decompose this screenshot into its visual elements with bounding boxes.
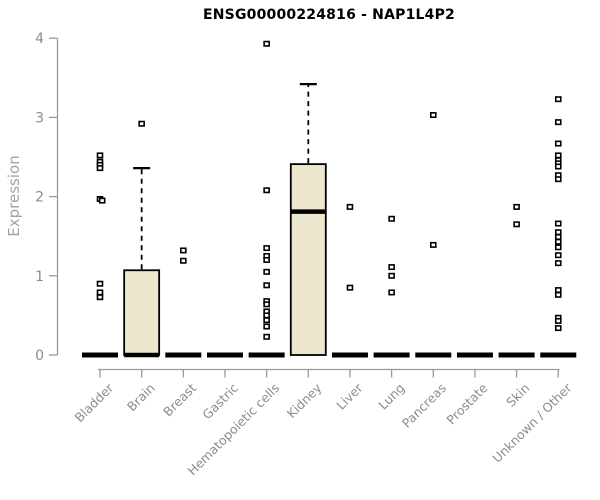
- data-point: [263, 187, 270, 194]
- collapsed-box: [456, 352, 493, 358]
- data-point: [180, 247, 187, 254]
- data-point: [263, 301, 270, 308]
- data-point: [513, 221, 520, 228]
- data-point: [554, 220, 562, 227]
- data-point: [388, 215, 395, 222]
- box: [289, 163, 327, 356]
- data-point: [138, 120, 145, 127]
- data-point: [554, 152, 562, 159]
- data-point: [346, 284, 354, 291]
- data-point: [554, 325, 562, 332]
- y-tick-label: 1: [35, 269, 44, 285]
- data-point: [554, 287, 562, 294]
- data-point: [554, 260, 562, 267]
- data-point: [263, 317, 270, 324]
- collapsed-box: [165, 352, 202, 358]
- y-tick-label: 4: [35, 31, 44, 47]
- data-point: [388, 289, 395, 296]
- data-point: [263, 268, 270, 275]
- data-point: [554, 252, 562, 259]
- collapsed-box: [82, 352, 118, 358]
- data-point: [96, 152, 104, 159]
- data-point: [554, 244, 562, 251]
- collapsed-box: [206, 352, 243, 358]
- data-point: [554, 317, 562, 324]
- data-point: [554, 176, 562, 183]
- collapsed-box: [331, 352, 368, 358]
- box: [123, 269, 161, 356]
- data-point: [263, 282, 270, 289]
- data-point: [554, 238, 562, 245]
- y-tick-label: 0: [35, 348, 44, 364]
- collapsed-box: [540, 352, 577, 358]
- data-point: [263, 245, 270, 252]
- data-point: [96, 294, 104, 301]
- data-point: [96, 289, 104, 296]
- data-point: [96, 280, 104, 287]
- data-point: [513, 203, 520, 210]
- data-point: [263, 333, 270, 340]
- collapsed-box: [248, 352, 285, 358]
- data-point: [180, 257, 187, 264]
- data-point: [554, 291, 562, 298]
- data-point: [346, 203, 354, 210]
- data-point: [388, 264, 395, 271]
- data-point: [96, 165, 104, 172]
- y-tick-label: 2: [35, 190, 44, 206]
- data-point: [554, 140, 562, 147]
- data-point: [388, 272, 395, 279]
- chart-title: ENSG00000224816 - NAP1L4P2: [203, 7, 455, 23]
- data-point: [263, 256, 270, 263]
- data-point: [263, 40, 270, 47]
- y-tick-label: 3: [35, 110, 44, 126]
- data-point: [429, 241, 437, 248]
- data-point: [554, 163, 562, 170]
- data-point: [554, 119, 562, 126]
- collapsed-box: [498, 352, 535, 358]
- data-point: [263, 323, 270, 330]
- data-point: [554, 233, 562, 240]
- data-point: [98, 197, 106, 204]
- data-point: [554, 96, 562, 103]
- data-point: [429, 112, 437, 119]
- collapsed-box: [415, 352, 452, 358]
- data-point: [263, 312, 270, 319]
- collapsed-box: [373, 352, 410, 358]
- data-point: [554, 229, 562, 236]
